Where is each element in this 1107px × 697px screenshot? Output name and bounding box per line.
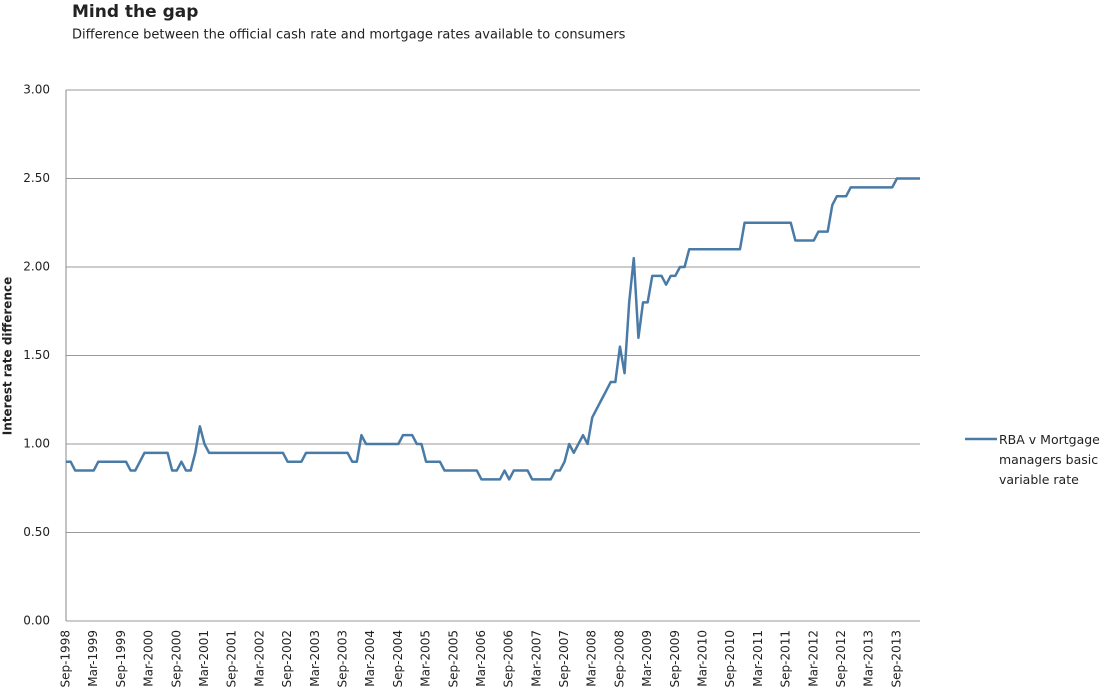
chart-subtitle: Difference between the official cash rat… xyxy=(72,28,626,43)
x-tick-label: Mar-2005 xyxy=(419,630,433,687)
x-tick-label: Sep-2003 xyxy=(335,630,349,688)
x-tick-label: Mar-2008 xyxy=(585,630,599,687)
x-tick-label: Mar-2011 xyxy=(751,630,765,687)
x-tick-label: Sep-2008 xyxy=(612,630,626,688)
x-tick-label: Sep-2012 xyxy=(834,630,848,688)
x-tick-label: Sep-2001 xyxy=(225,630,239,688)
y-tick-label: 2.50 xyxy=(23,171,50,185)
x-tick-label: Sep-2000 xyxy=(169,630,183,688)
x-tick-label: Sep-2004 xyxy=(391,630,405,688)
x-tick-label: Mar-2013 xyxy=(862,630,876,687)
chart-title: Mind the gap xyxy=(72,2,198,22)
x-tick-label: Mar-2006 xyxy=(474,630,488,687)
x-tick-label: Mar-2003 xyxy=(308,630,322,687)
y-tick-label: 0.00 xyxy=(23,614,50,628)
x-tick-label: Mar-2010 xyxy=(696,630,710,687)
y-tick-label: 3.00 xyxy=(23,83,50,97)
x-tick-label: Sep-2013 xyxy=(889,630,903,688)
x-tick-label: Sep-2005 xyxy=(446,630,460,688)
x-tick-label: Sep-2010 xyxy=(723,630,737,688)
x-tick-label: Sep-1998 xyxy=(59,630,73,688)
x-tick-label: Mar-2001 xyxy=(197,630,211,687)
x-tick-label: Mar-2002 xyxy=(252,630,266,687)
data-line xyxy=(66,177,920,481)
x-tick-label: Sep-1999 xyxy=(114,630,128,688)
x-tick-label: Sep-2002 xyxy=(280,630,294,688)
y-tick-label: 1.50 xyxy=(23,348,50,362)
x-tick-label: Sep-2011 xyxy=(779,630,793,688)
x-tick-label: Mar-2000 xyxy=(142,630,156,687)
legend-label: RBA v Mortgage managers basic variable r… xyxy=(999,432,1100,487)
x-tick-label: Mar-2004 xyxy=(363,630,377,687)
x-tick-label: Mar-2007 xyxy=(529,630,543,687)
y-tick-label: 2.00 xyxy=(23,260,50,274)
x-tick-label: Sep-2006 xyxy=(502,630,516,688)
y-axis-label: Interest rate difference xyxy=(1,277,15,435)
x-tick-label: Mar-2012 xyxy=(806,630,820,687)
x-tick-label: Mar-1999 xyxy=(86,630,100,687)
x-tick-label: Sep-2007 xyxy=(557,630,571,688)
x-tick-label: Mar-2009 xyxy=(640,630,654,687)
y-tick-label: 1.00 xyxy=(23,437,50,451)
y-tick-label: 0.50 xyxy=(23,525,50,539)
x-tick-label: Sep-2009 xyxy=(668,630,682,688)
